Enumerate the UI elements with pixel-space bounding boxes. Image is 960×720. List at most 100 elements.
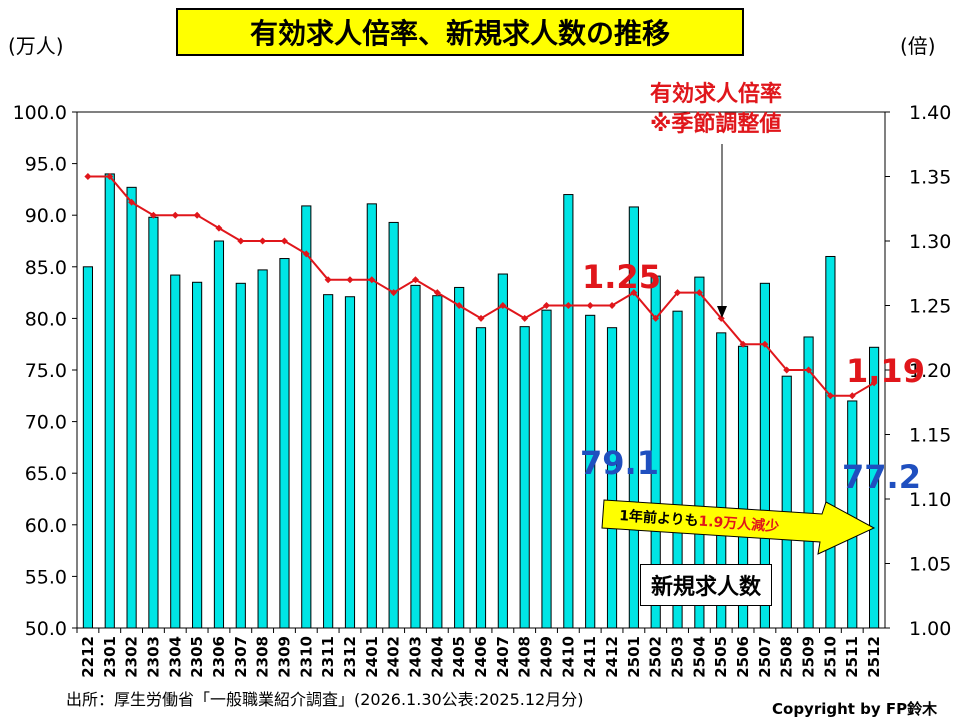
bar-2307	[235, 282, 246, 629]
bar-2409	[541, 309, 552, 629]
ratio-point-2304	[171, 211, 179, 219]
left-tick-label: 75.0	[25, 360, 67, 382]
x-tick-label-2303: 2303	[144, 636, 162, 678]
ratio-point-2310	[302, 250, 310, 258]
x-tick-label-2403: 2403	[407, 636, 425, 678]
right-tick-label: 1.20	[909, 360, 951, 382]
bar-2402	[388, 221, 399, 629]
x-tick-label-2504: 2504	[690, 636, 708, 678]
ratio-point-2412	[608, 302, 616, 309]
ratio-point-2507	[761, 340, 769, 348]
x-tick-label-2411: 2411	[581, 636, 599, 678]
jobs-first-value: 79.1	[580, 444, 659, 482]
bar-2301	[104, 173, 115, 629]
bar-2212	[82, 266, 94, 629]
ratio-point-2308	[259, 237, 267, 245]
ratio-point-2403	[411, 276, 419, 284]
bar-2407	[497, 273, 508, 629]
bar-2505	[716, 332, 727, 629]
x-tick-label-2402: 2402	[385, 636, 403, 678]
bar-2305	[192, 281, 203, 629]
bar-2406	[475, 327, 487, 629]
x-tick-label-2412: 2412	[603, 636, 621, 678]
ratio-point-2510	[826, 392, 834, 400]
x-tick-label-2502: 2502	[647, 636, 665, 678]
left-tick-label: 90.0	[25, 205, 67, 227]
x-tick-label-2505: 2505	[712, 636, 730, 678]
ratio-series-label-line2: ※季節調整値	[650, 112, 782, 137]
bar-2501	[628, 206, 639, 629]
ratio-point-2405	[455, 302, 463, 309]
bar-2401	[366, 203, 377, 629]
x-tick-label-2212: 2212	[79, 636, 97, 678]
bar-2502	[650, 275, 661, 629]
left-tick-label: 80.0	[25, 308, 67, 330]
ratio-point-2401	[368, 276, 376, 284]
ratio-point-2506	[739, 340, 747, 348]
right-tick-label: 1.10	[909, 489, 951, 511]
ratio-point-2404	[433, 289, 441, 297]
ratio-first-value: 1.25	[582, 258, 661, 296]
bar-2310	[301, 205, 312, 629]
bar-2412	[606, 327, 618, 629]
bar-2508	[781, 375, 792, 629]
ratio-point-2402	[390, 289, 398, 297]
ratio-point-2302	[128, 198, 136, 206]
left-tick-label: 85.0	[25, 257, 67, 279]
copyright: Copyright by FP鈴木	[772, 700, 938, 718]
ratio-point-2502	[652, 314, 660, 322]
bar-2512	[868, 346, 880, 629]
right-tick-label: 1.40	[909, 102, 951, 124]
bar-2410	[563, 194, 574, 629]
right-tick-label: 1.05	[909, 554, 951, 576]
x-tick-label-2507: 2507	[756, 636, 774, 678]
ratio-point-2505	[717, 314, 725, 322]
ratio-last-value: 1.19	[846, 352, 925, 390]
jobs-last-value: 77.2	[842, 458, 921, 496]
bar-2311	[323, 294, 334, 629]
ratio-point-2306	[215, 224, 223, 232]
x-tick-label-2510: 2510	[821, 636, 839, 678]
left-axis-unit: (万人)	[8, 34, 64, 58]
bar-2304	[170, 274, 181, 629]
bar-2408	[519, 326, 530, 629]
bar-2312	[344, 296, 356, 629]
ratio-point-2410	[564, 302, 572, 309]
x-tick-label-2506: 2506	[734, 636, 752, 678]
bar-2309	[279, 258, 290, 629]
bar-2509	[803, 336, 814, 629]
x-tick-label-2305: 2305	[188, 636, 206, 678]
x-tick-label-2407: 2407	[494, 636, 512, 678]
ratio-point-2303	[149, 211, 157, 219]
jobs-series-label: 新規求人数	[640, 564, 773, 606]
left-tick-label: 100.0	[13, 102, 67, 124]
ratio-point-2503	[674, 289, 682, 297]
ratio-point-2512	[870, 379, 878, 387]
x-tick-label-2508: 2508	[778, 636, 796, 678]
x-tick-label-2307: 2307	[232, 636, 250, 678]
x-tick-label-2312: 2312	[341, 636, 359, 678]
left-tick-label: 95.0	[25, 154, 67, 176]
ratio-point-2508	[783, 366, 791, 374]
bar-2405	[454, 286, 465, 629]
x-tick-label-2310: 2310	[297, 636, 315, 678]
bar-2504	[694, 276, 705, 629]
left-tick-label: 60.0	[25, 515, 67, 537]
ratio-point-2406	[477, 314, 485, 322]
pointer-arrowhead	[717, 306, 727, 318]
x-tick-label-2511: 2511	[843, 636, 861, 678]
ratio-point-2312	[346, 276, 354, 284]
ratio-point-2301	[106, 173, 114, 180]
x-tick-label-2405: 2405	[450, 636, 468, 678]
x-tick-label-2410: 2410	[559, 636, 577, 678]
x-tick-label-2304: 2304	[166, 636, 184, 678]
ratio-point-2511	[848, 392, 856, 400]
left-tick-label: 70.0	[25, 412, 67, 434]
right-axis-unit: (倍)	[900, 34, 936, 58]
bar-2510	[825, 255, 836, 629]
chart-title: 有効求人倍率、新規求人数の推移	[176, 8, 744, 56]
x-tick-label-2302: 2302	[123, 636, 141, 678]
bar-2404	[432, 295, 443, 629]
bar-2411	[585, 314, 596, 629]
ratio-point-2501	[630, 289, 638, 297]
